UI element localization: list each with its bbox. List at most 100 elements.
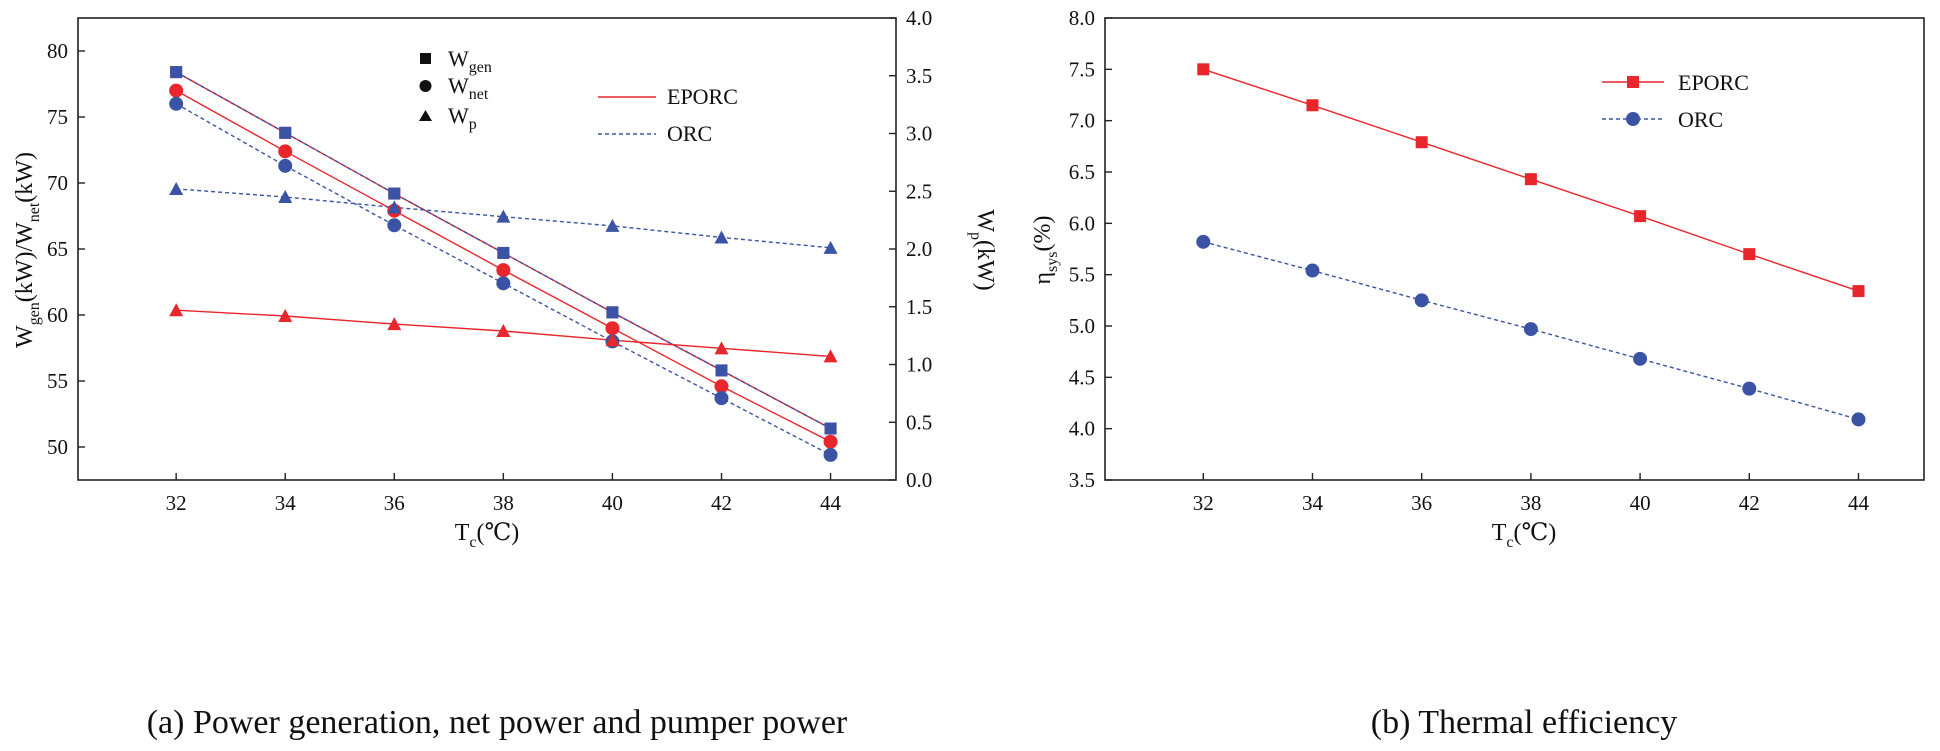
- data-point-triangle: [496, 209, 511, 223]
- data-point-circle: [714, 391, 729, 406]
- left-y-tick-label: 75: [47, 105, 68, 129]
- data-point-square: [1743, 248, 1756, 261]
- x-tick-label: 34: [1302, 491, 1324, 515]
- left-y-tick-label: 6.5: [1069, 160, 1095, 184]
- legend-eporc-label: EPORC: [667, 84, 738, 109]
- legend-orc-label: ORC: [667, 121, 712, 146]
- x-tick-label: 40: [602, 491, 623, 515]
- x-tick-label: 32: [166, 491, 187, 515]
- left-y-tick-label: 80: [47, 39, 68, 63]
- legend-b-eporc-marker: [1627, 76, 1639, 88]
- x-tick-label: 38: [1520, 491, 1541, 515]
- legend-square-marker: [420, 53, 431, 64]
- data-point-square: [1415, 136, 1428, 149]
- chart-a-x-axis-title: Tc(℃): [455, 520, 520, 551]
- data-point-triangle: [605, 218, 620, 232]
- data-point-square: [388, 187, 401, 200]
- data-point-circle: [605, 321, 620, 336]
- x-tick-label: 44: [1848, 491, 1870, 515]
- chart-a-left-y-axis-title: Wgen(kW)/Wnet(kW): [12, 152, 43, 348]
- data-point-circle: [1742, 381, 1757, 396]
- chart-b-plot-frame: [1104, 17, 1925, 481]
- data-point-circle: [169, 83, 184, 98]
- chart-b-y-axis-title: ηsys(%): [1030, 216, 1061, 285]
- data-point-square: [715, 364, 728, 377]
- left-y-tick-label: 55: [47, 369, 68, 393]
- chart-a: 32 34 36 38 40 42 44 50 55 60 65 70 75 80 0.0 0.5 1.0 1…: [12, 6, 998, 741]
- left-y-tick-label: 5.0: [1069, 314, 1095, 338]
- data-point-triangle: [278, 308, 293, 322]
- left-y-tick-label: 4.5: [1069, 365, 1095, 389]
- data-point-circle: [169, 96, 184, 111]
- data-point-square: [1197, 63, 1210, 76]
- left-y-tick-label: 8.0: [1069, 6, 1095, 30]
- data-point-triangle: [714, 230, 729, 244]
- left-y-tick-label: 50: [47, 435, 68, 459]
- data-point-circle: [496, 276, 511, 291]
- legend-wgen-label: Wgen: [448, 46, 492, 76]
- data-point-square: [1852, 285, 1865, 298]
- chart-a-x-ticks: 32 34 36 38 40 42 44: [166, 473, 842, 515]
- data-point-square: [1524, 173, 1537, 186]
- data-point-triangle: [169, 181, 184, 195]
- data-point-triangle: [278, 190, 293, 204]
- data-point-circle: [823, 434, 838, 449]
- left-y-tick-label: 7.0: [1069, 109, 1095, 133]
- x-tick-label: 44: [820, 491, 842, 515]
- right-y-tick-label: 2.5: [906, 179, 932, 203]
- left-y-tick-label: 60: [47, 303, 68, 327]
- left-y-tick-label: 4.0: [1069, 417, 1095, 441]
- legend-b-orc-label: ORC: [1678, 107, 1723, 132]
- legend-wnet-label: Wnet: [448, 73, 489, 103]
- x-tick-label: 42: [1739, 491, 1760, 515]
- data-point-triangle: [823, 349, 838, 363]
- chart-a-series-markers: [169, 66, 838, 462]
- data-point-circle: [1414, 293, 1429, 308]
- data-point-circle: [1305, 263, 1320, 278]
- chart-a-left-y-ticks: 50 55 60 65 70 75 80: [47, 39, 85, 459]
- legend-circle-marker: [419, 80, 432, 92]
- data-point-square: [1306, 99, 1319, 112]
- left-y-tick-label: 6.0: [1069, 211, 1095, 235]
- data-point-circle: [278, 144, 293, 159]
- legend-triangle-marker: [419, 110, 432, 121]
- left-y-tick-label: 3.5: [1069, 468, 1095, 492]
- right-y-tick-label: 1.0: [906, 353, 932, 377]
- data-point-circle: [1523, 322, 1538, 337]
- data-point-circle: [387, 218, 402, 233]
- legend-wp-label: Wp: [448, 103, 477, 133]
- chart-a-marker-legend: Wgen Wnet Wp: [419, 46, 492, 133]
- x-tick-label: 38: [493, 491, 514, 515]
- x-tick-label: 34: [275, 491, 297, 515]
- legend-b-orc-marker: [1626, 112, 1640, 126]
- right-y-tick-label: 0.0: [906, 468, 932, 492]
- data-point-circle: [496, 263, 511, 278]
- data-point-circle: [278, 158, 293, 173]
- chart-b-series-lines: [1203, 68, 1859, 421]
- data-point-triangle: [169, 303, 184, 317]
- right-y-tick-label: 4.0: [906, 6, 932, 30]
- data-point-square: [1634, 210, 1647, 223]
- data-point-triangle: [714, 341, 729, 355]
- left-y-tick-label: 65: [47, 237, 68, 261]
- chart-a-caption: (a) Power generation, net power and pump…: [147, 704, 848, 741]
- data-point-circle: [823, 447, 838, 462]
- left-y-tick-label: 7.5: [1069, 57, 1095, 81]
- data-point-square: [606, 306, 619, 319]
- data-point-circle: [1196, 234, 1211, 249]
- x-tick-label: 32: [1193, 491, 1214, 515]
- data-point-square: [824, 422, 837, 435]
- right-y-tick-label: 2.0: [906, 237, 932, 261]
- data-point-square: [279, 126, 292, 139]
- data-point-circle: [1633, 351, 1648, 366]
- legend-b-eporc-label: EPORC: [1678, 70, 1749, 95]
- left-y-tick-label: 5.5: [1069, 263, 1095, 287]
- chart-b: 32 34 36 38 40 42 44 3.5 4.0 4.5 5.0 5.5 6.0 6.5 7.0 7…: [1030, 6, 1925, 741]
- right-y-tick-label: 1.5: [906, 295, 932, 319]
- right-y-tick-label: 0.5: [906, 410, 932, 434]
- data-point-triangle: [605, 333, 620, 347]
- data-point-triangle: [387, 200, 402, 214]
- right-y-tick-label: 3.0: [906, 122, 932, 146]
- data-point-triangle: [387, 317, 402, 331]
